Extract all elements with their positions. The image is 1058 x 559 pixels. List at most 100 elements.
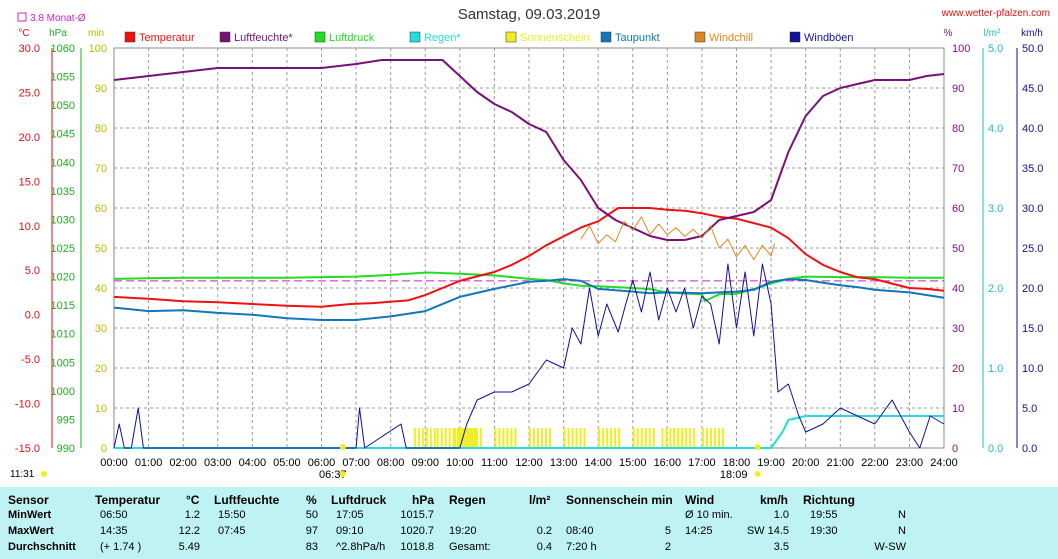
legend-swatch — [219, 31, 231, 43]
sunshine-bar — [456, 428, 459, 448]
sunshine-bar — [563, 428, 566, 448]
y-tick-pressure: 1055 — [51, 72, 75, 84]
stats-cell-sun-val: 5 — [664, 525, 671, 537]
legend-swatch — [505, 31, 517, 43]
y-tick-temp: 20.0 — [19, 132, 40, 144]
stats-cell-rain-time: 19:20 — [449, 525, 477, 537]
y-tick-temp: 0.0 — [25, 310, 40, 322]
series-temperatur — [113, 207, 945, 308]
legend-item: Temperatur — [124, 31, 195, 44]
sunshine-bar — [417, 428, 420, 448]
sunshine-bar — [632, 428, 635, 448]
stats-header-pressure-unit: hPa — [412, 493, 435, 507]
x-tick-label: 21:00 — [826, 457, 854, 469]
sunshine-bar — [529, 428, 531, 448]
sunshine-bar — [494, 428, 497, 448]
y-tick-pressure: 1020 — [51, 272, 75, 284]
y-tick-rain: 3.0 — [988, 203, 1003, 215]
sunshine-bar — [463, 428, 466, 448]
sunshine-bar — [567, 428, 570, 448]
stats-cell-wind-time: Ø 10 min. — [685, 509, 733, 521]
y-tick-rain: 5.0 — [988, 43, 1003, 55]
y-tick-pct: 100 — [952, 43, 970, 55]
y-tick-pressure: 990 — [57, 443, 75, 455]
legend-swatch — [409, 31, 421, 43]
stats-cell-dir-time: 19:30 — [810, 525, 838, 537]
y-tick-pressure: 1030 — [51, 214, 75, 226]
sunshine-bar — [685, 428, 688, 448]
y-tick-temp: 5.0 — [25, 265, 40, 277]
legend-swatch — [694, 31, 706, 43]
y-tick-wind: 20.0 — [1022, 283, 1043, 295]
stats-cell-temp-val: 12.2 — [178, 525, 200, 537]
stats-header-temp: Temperatur — [95, 493, 161, 507]
temp-axis-unit: °C — [18, 28, 29, 39]
sunshine-bar — [457, 428, 460, 448]
stats-cell-dir-val: N — [898, 525, 906, 537]
sunshine-bar — [681, 428, 684, 448]
stats-cell-dir-val: W-SW — [874, 541, 906, 553]
stats-cell-hum-val: 50 — [305, 509, 318, 521]
sunshine-bar — [498, 428, 501, 448]
stats-header-humidity: Luftfeuchte — [214, 493, 280, 507]
y-tick-temp: -5.0 — [21, 354, 40, 366]
y-tick-pressure: 1050 — [51, 100, 75, 112]
y-tick-sunshine_min: 0 — [101, 443, 107, 455]
sunshine-bar — [471, 428, 474, 448]
wind-axis-unit: km/h — [1021, 28, 1043, 39]
site-link[interactable]: www.wetter-pfalzen.com — [941, 8, 1050, 19]
sunset-marker-icon — [754, 471, 761, 477]
y-tick-pressure: 1025 — [51, 243, 75, 255]
x-tick-label: 11:00 — [481, 457, 508, 469]
stats-header-sensor: Sensor — [8, 493, 49, 507]
sunshine-bar — [614, 428, 617, 448]
stats-cell-pres-val: 1020.7 — [400, 525, 434, 537]
series-taupunkt — [113, 278, 945, 321]
stats-cell-pres-time: 09:10 — [336, 525, 364, 537]
sunshine-bar — [475, 428, 478, 448]
sunshine-bar — [421, 428, 424, 448]
stats-cell-pres-time: 17:05 — [336, 509, 364, 521]
statistics-table: Sensor Temperatur °C Luftfeuchte % Luftd… — [0, 487, 1058, 559]
stats-cell-dir-val: N — [898, 509, 906, 521]
sunshine-bar — [709, 428, 712, 448]
sunshine-bar — [652, 428, 655, 448]
legend-swatch — [314, 31, 326, 43]
stats-cell-hum-val: 83 — [305, 541, 318, 553]
sunshine-bar — [689, 428, 692, 448]
y-tick-sunshine_min: 80 — [95, 123, 107, 135]
y-tick-pct: 40 — [952, 283, 964, 295]
y-tick-sunshine_min: 50 — [95, 243, 107, 255]
sunshine-bar — [433, 428, 436, 448]
y-tick-pressure: 995 — [57, 414, 75, 426]
y-tick-pct: 80 — [952, 123, 964, 135]
legend-label: Luftdruck — [329, 32, 375, 44]
x-tick-label: 12:00 — [515, 457, 543, 469]
sunshine-bar — [425, 428, 428, 448]
stats-cell-rain-time: Gesamt: — [449, 541, 491, 553]
legend-swatch — [789, 31, 801, 43]
y-tick-pct: 90 — [952, 83, 964, 95]
sun-icon — [41, 471, 47, 477]
y-tick-sunshine_min: 30 — [95, 323, 107, 335]
sunshine-bar — [713, 428, 716, 448]
stats-cell-hum-val: 97 — [305, 525, 318, 537]
x-tick-label: 13:00 — [550, 457, 578, 469]
y-tick-rain: 4.0 — [988, 123, 1003, 135]
stats-header-sunshine: Sonnenschein min — [566, 493, 673, 507]
y-tick-pressure: 1010 — [51, 329, 75, 341]
y-tick-pressure: 1060 — [51, 43, 75, 55]
sunshine-bar — [440, 428, 443, 448]
y-tick-pct: 20 — [952, 363, 964, 375]
x-tick-label: 22:00 — [861, 457, 889, 469]
x-tick-label: 07:00 — [342, 457, 370, 469]
sunshine-bar — [506, 428, 509, 448]
sunshine-bar — [701, 428, 704, 448]
sunshine-bar — [533, 428, 535, 448]
x-tick-label: 14:00 — [584, 457, 612, 469]
chart-axes: 00:00 01:00 02:00 03:00 04:00 05:00 06:00 07:00… — [15, 43, 1044, 481]
weather-chart: Samstag, 09.03.2019 www.wetter-pfalzen.c… — [10, 6, 1050, 481]
x-tick-label: 23:00 — [896, 457, 924, 469]
sunshine-bar — [618, 428, 621, 448]
stats-cell-label: Durchschnitt — [8, 541, 76, 553]
